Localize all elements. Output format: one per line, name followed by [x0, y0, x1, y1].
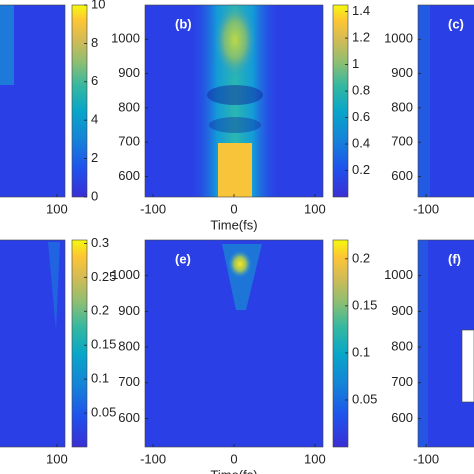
y-tick-label: 700 — [391, 374, 413, 389]
y-tick-label: 700 — [118, 134, 140, 149]
x-tick-label: 100 — [304, 451, 326, 466]
colorbar-tick-label: 10 — [91, 0, 105, 11]
y-tick-label: 900 — [118, 303, 140, 318]
colorbar-tick-label: 0.25 — [91, 269, 116, 284]
y-tick-label: 900 — [391, 65, 413, 80]
x-tick-label: -100 — [413, 451, 439, 466]
y-tick-label: 1000 — [384, 267, 413, 282]
colorbar-tick-label: 0.05 — [91, 405, 116, 420]
x-axis-label: Time(fs) — [210, 217, 257, 232]
panel-label: (b) — [175, 16, 192, 31]
x-tick-label: 100 — [46, 201, 68, 216]
colorbar-tick-label: 0.6 — [352, 109, 370, 124]
colorbar-tick-label: 0.2 — [91, 303, 109, 318]
y-tick-label: 900 — [118, 65, 140, 80]
colorbar-tick-label: 0.3 — [91, 235, 109, 250]
colorbar-tick-label: 0.1 — [91, 371, 109, 386]
plot-frame — [417, 4, 474, 198]
heatmap-backgrounds — [0, 2, 474, 447]
colorbar — [71, 239, 88, 448]
x-tick-label: 100 — [46, 451, 68, 466]
y-tick-label: 1000 — [111, 267, 140, 282]
colorbar-tick-label: 6 — [91, 73, 98, 88]
colorbar-tick-label: 1.4 — [352, 3, 370, 18]
y-tick-label: 800 — [118, 339, 140, 354]
y-tick-label: 1000 — [111, 31, 140, 46]
y-tick-label: 600 — [118, 168, 140, 183]
y-tick-label: 600 — [391, 168, 413, 183]
x-tick-label: -100 — [140, 201, 166, 216]
x-axis-label: Time(fs) — [210, 467, 257, 474]
colorbar-tick-label: 2 — [91, 150, 98, 165]
plot-frame — [0, 239, 66, 448]
y-tick-label: 1000 — [384, 31, 413, 46]
y-tick-label: 700 — [118, 374, 140, 389]
plot-frame — [0, 4, 66, 198]
panel-label: (c) — [448, 16, 464, 31]
x-tick-label: -100 — [413, 201, 439, 216]
colorbar-tick-label: 4 — [91, 112, 98, 127]
colorbar-tick-label: 1 — [352, 56, 359, 71]
colorbar-tick-label: 0.15 — [91, 337, 116, 352]
colorbar — [332, 4, 349, 198]
x-tick-label: 100 — [304, 201, 326, 216]
y-tick-label: 900 — [391, 303, 413, 318]
colorbar-tick-label: 0.15 — [352, 297, 377, 312]
colorbar-tick-label: 0.2 — [352, 250, 370, 265]
x-tick-label: 0 — [230, 201, 237, 216]
y-tick-label: 800 — [391, 99, 413, 114]
colorbar — [332, 239, 349, 448]
colorbar-tick-label: 1.2 — [352, 30, 370, 45]
colorbar-tick-label: 0.2 — [352, 162, 370, 177]
colorbar-tick-label: 0.05 — [352, 391, 377, 406]
y-tick-label: 700 — [391, 134, 413, 149]
colorbar-tick-label: 8 — [91, 35, 98, 50]
x-tick-label: 0 — [230, 451, 237, 466]
y-tick-label: 800 — [118, 99, 140, 114]
y-tick-label: 600 — [391, 410, 413, 425]
colorbar — [71, 4, 88, 198]
x-tick-label: -100 — [140, 451, 166, 466]
colorbar-tick-label: 0.4 — [352, 135, 370, 150]
colorbar-tick-label: 0.1 — [352, 344, 370, 359]
panel-label: (e) — [175, 251, 191, 266]
colorbar-tick-label: 0 — [91, 188, 98, 203]
y-tick-label: 600 — [118, 410, 140, 425]
y-tick-label: 800 — [391, 339, 413, 354]
plot-frame — [417, 239, 474, 448]
colorbar-tick-label: 0.8 — [352, 83, 370, 98]
panel-label: (f) — [448, 251, 461, 266]
